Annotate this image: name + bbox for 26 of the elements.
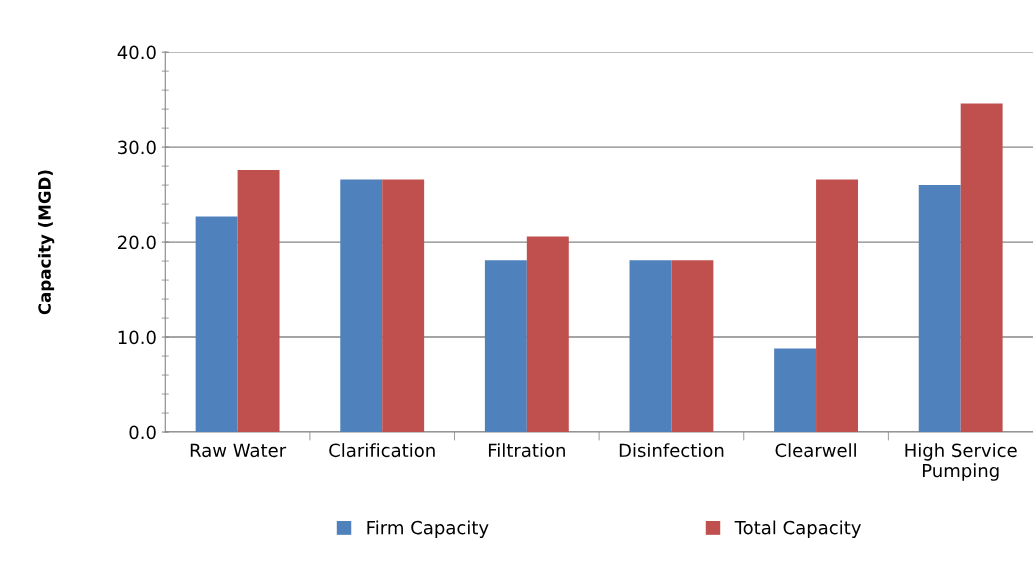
y-tick-label: 20.0 xyxy=(118,235,156,250)
x-tick-label: Clarification xyxy=(329,443,435,458)
bar xyxy=(629,260,672,433)
legend-label: Total Capacity xyxy=(734,520,861,538)
x-tick-label: Clearwell xyxy=(775,443,856,458)
bar xyxy=(237,169,280,433)
y-tick-label: 40.0 xyxy=(117,45,156,60)
bar xyxy=(382,179,425,433)
bar xyxy=(960,103,1003,433)
x-tick-label: Filtration xyxy=(488,443,565,458)
bar xyxy=(671,260,714,433)
y-axis-title: Capacity (MGD) xyxy=(37,170,55,315)
y-tick-label: 0.0 xyxy=(129,425,156,440)
y-tick-label: 30.0 xyxy=(118,140,156,155)
bar xyxy=(816,179,859,433)
x-tick-label: Disinfection xyxy=(619,443,724,458)
y-tick-label: 10.0 xyxy=(118,330,156,345)
bar xyxy=(195,216,238,433)
x-tick-label: High Service Pumping xyxy=(905,443,1017,481)
bar xyxy=(774,348,817,433)
bar xyxy=(918,185,961,433)
bar xyxy=(340,179,383,433)
x-tick-label: Raw Water xyxy=(190,443,287,458)
bar xyxy=(526,236,569,433)
bar xyxy=(484,260,527,433)
legend-label: Firm Capacity xyxy=(367,520,489,538)
